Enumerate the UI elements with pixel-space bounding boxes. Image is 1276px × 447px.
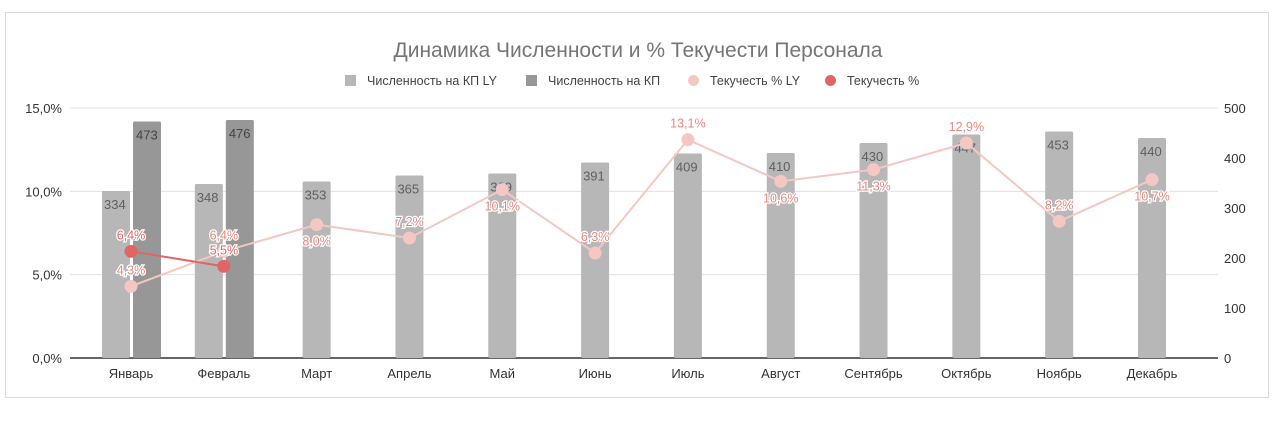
line-point: [1145, 173, 1159, 187]
data-label: 10,7%: [1134, 190, 1169, 204]
left-axis-tick: 10,0%: [25, 184, 62, 199]
bar-ly: [302, 181, 331, 358]
line-point: [959, 136, 973, 150]
bar-ly-label: 391: [583, 169, 605, 184]
x-axis-tick: Май: [490, 366, 515, 381]
data-label: 10,6%: [763, 191, 798, 205]
line-point: [402, 231, 416, 245]
legend-swatch-0: [345, 75, 356, 86]
bar-ly-label: 410: [769, 159, 791, 174]
line-point: [217, 259, 231, 273]
x-axis-tick: Июнь: [579, 366, 612, 381]
left-axis-tick: 15,0%: [25, 101, 62, 116]
bar-ly: [673, 153, 702, 358]
x-axis-tick: Ноябрь: [1037, 366, 1082, 381]
bar-ly: [194, 184, 223, 358]
line-point: [774, 174, 788, 188]
data-label: 6,4%: [117, 228, 146, 242]
x-axis-tick: Март: [301, 366, 332, 381]
x-axis-tick: Сентябрь: [844, 366, 902, 381]
line-point: [1052, 214, 1066, 228]
bar-kp-label: 473: [136, 128, 158, 143]
bar-kp: [225, 120, 254, 358]
data-label: 5,5%: [210, 243, 239, 257]
chart-frame: [5, 12, 1269, 398]
x-axis-tick: Январь: [109, 366, 154, 381]
data-label: 7,2%: [395, 215, 424, 229]
bar-kp: [133, 121, 161, 358]
bar-ly: [1045, 131, 1074, 358]
legend-label-3: Текучесть %: [847, 74, 919, 88]
bar-ly-label: 430: [862, 149, 884, 164]
data-label: 4,3%: [117, 263, 146, 277]
line-current: [130, 250, 224, 268]
line-point: [217, 244, 231, 258]
right-axis-tick: 0: [1224, 351, 1231, 366]
x-axis-tick: Июль: [671, 366, 704, 381]
line-point: [124, 244, 138, 258]
legend-swatch-1: [526, 75, 537, 86]
right-axis-tick: 300: [1224, 201, 1246, 216]
line-point: [681, 133, 695, 147]
bar-ly: [1138, 138, 1166, 358]
bar-ly-label: 409: [676, 160, 698, 175]
bar-ly: [581, 162, 610, 358]
bar-ly-label: 353: [305, 188, 327, 203]
chart-title: Динамика Численности и % Текучести Персо…: [394, 39, 883, 62]
data-label: 8,2%: [1045, 198, 1074, 212]
left-axis-tick: 0,0%: [32, 351, 62, 366]
bar-ly: [102, 191, 130, 358]
legend-swatch-3: [825, 75, 836, 86]
left-axis-tick: 5,0%: [32, 268, 62, 283]
right-axis-tick: 200: [1224, 251, 1246, 266]
line-ly: [130, 138, 1153, 288]
data-label: 6,4%: [210, 228, 239, 242]
bar-ly-label: 453: [1047, 138, 1069, 153]
bar-ly-label: 365: [397, 182, 419, 197]
x-axis-tick: Декабрь: [1127, 366, 1178, 381]
bar-ly-label: 440: [1140, 144, 1162, 159]
data-label: 6,3%: [581, 230, 610, 244]
line-point: [588, 246, 602, 260]
bar-ly: [859, 143, 888, 358]
data-label: 13,1%: [670, 117, 705, 131]
bar-ly: [952, 134, 981, 358]
x-axis-tick: Октябрь: [941, 366, 992, 381]
bar-ly-label: 334: [104, 197, 126, 212]
right-axis-tick: 100: [1224, 301, 1246, 316]
bar-ly-label: 348: [197, 190, 219, 205]
x-axis-tick: Февраль: [197, 366, 250, 381]
x-axis-tick: Апрель: [387, 366, 431, 381]
bar-kp-label: 476: [229, 126, 251, 141]
legend-swatch-2: [688, 75, 699, 86]
x-axis-tick: Август: [761, 366, 800, 381]
data-label: 10,1%: [485, 200, 520, 214]
bar-ly: [766, 153, 795, 358]
line-point: [124, 279, 138, 293]
data-label: 12,9%: [949, 120, 984, 134]
bar-ly: [488, 173, 517, 358]
legend-label-0: Численность на КП LY: [367, 74, 498, 88]
legend-label-2: Текучесть % LY: [710, 74, 801, 88]
right-axis-tick: 400: [1224, 151, 1246, 166]
line-point: [310, 218, 324, 232]
right-axis-tick: 500: [1224, 101, 1246, 116]
data-label: 11,3%: [856, 180, 891, 194]
line-point: [867, 163, 881, 177]
line-point: [495, 183, 509, 197]
bar-ly: [395, 175, 424, 358]
data-label: 8,0%: [302, 235, 331, 249]
legend-label-1: Численность на КП: [548, 74, 660, 88]
